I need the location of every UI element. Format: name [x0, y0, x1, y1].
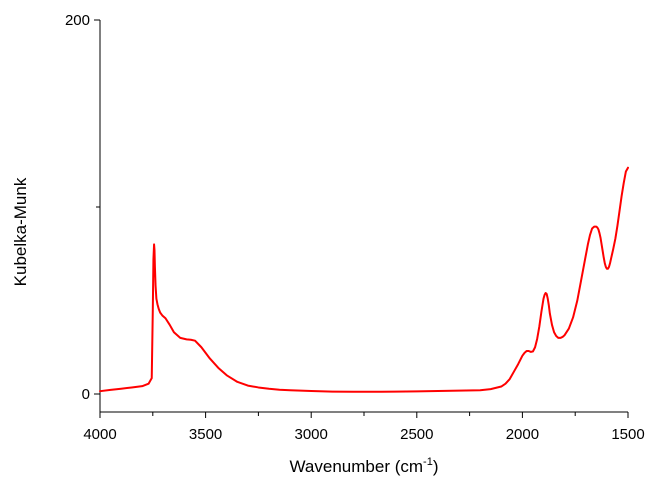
x-axis-title: Wavenumber (cm-1) [290, 456, 439, 476]
y-axis-title: Kubelka-Munk [11, 177, 30, 286]
y-ticks: 0 200 [65, 12, 100, 403]
x-ticks: 4000 3500 3000 2500 2000 1500 [83, 412, 645, 443]
plot-area: 0 200 4000 3500 3000 2500 2000 1500 [65, 12, 645, 443]
x-tick-label-3000: 3000 [295, 426, 328, 443]
x-tick-label-4000: 4000 [83, 426, 116, 443]
series-layer [99, 166, 629, 393]
y-tick-label-200: 200 [65, 12, 90, 29]
x-tick-label-2500: 2500 [400, 426, 433, 443]
x-tick-label-1500: 1500 [611, 426, 644, 443]
x-tick-label-3500: 3500 [189, 426, 222, 443]
y-tick-label-0: 0 [82, 386, 90, 403]
x-tick-label-2000: 2000 [506, 426, 539, 443]
series-line-1 [99, 166, 629, 393]
